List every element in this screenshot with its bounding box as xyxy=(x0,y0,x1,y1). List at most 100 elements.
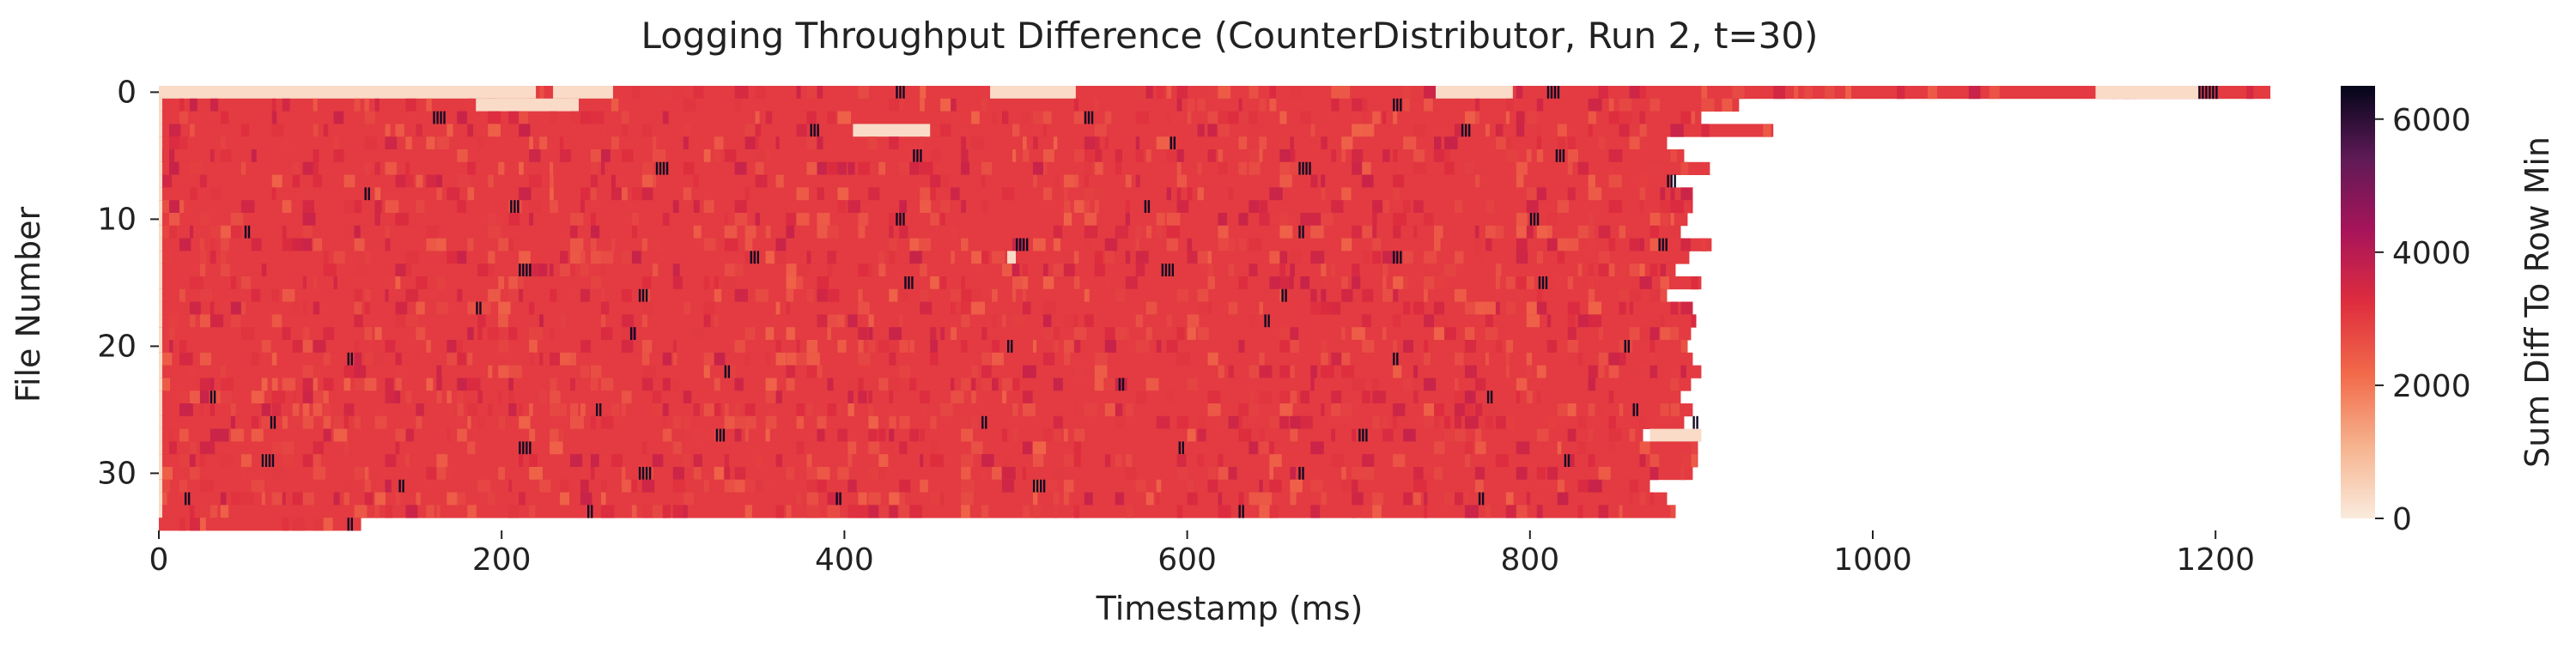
heatmap-cell xyxy=(1269,276,1283,290)
heatmap-cell xyxy=(621,187,628,201)
heatmap-cell xyxy=(1372,415,1381,429)
heatmap-cell xyxy=(806,251,811,264)
heatmap-cell xyxy=(1362,251,1370,264)
heatmap-cell xyxy=(1187,187,1193,201)
heatmap-high-cell xyxy=(1118,378,1121,391)
heatmap-high-cell xyxy=(1670,174,1673,188)
heatmap-cell xyxy=(662,111,669,124)
heatmap-cell xyxy=(755,124,762,137)
heatmap-cell xyxy=(240,327,255,341)
heatmap-cell xyxy=(1372,378,1379,391)
heatmap-cell xyxy=(385,124,391,137)
heatmap-cell xyxy=(662,213,670,227)
heatmap-cell xyxy=(1341,327,1346,341)
heatmap-cell xyxy=(168,149,175,163)
heatmap-cell xyxy=(580,492,592,506)
heatmap-high-cell xyxy=(1182,441,1185,455)
heatmap-row-fill xyxy=(159,174,1671,188)
heatmap-cell xyxy=(683,187,692,201)
heatmap-cell xyxy=(1505,492,1514,506)
heatmap-cell xyxy=(1670,225,1681,239)
heatmap-cell xyxy=(600,314,606,328)
heatmap-cell xyxy=(508,505,519,518)
heatmap-cell xyxy=(981,98,987,112)
heatmap-cell xyxy=(199,441,213,455)
heatmap-cell xyxy=(1022,301,1031,315)
heatmap-cell xyxy=(837,161,847,175)
heatmap-cell xyxy=(519,454,524,468)
heatmap-cell xyxy=(817,314,830,328)
heatmap-cell xyxy=(806,111,817,124)
heatmap-cell xyxy=(1053,378,1063,391)
heatmap-cell xyxy=(220,301,230,315)
heatmap-cell xyxy=(354,518,361,531)
heatmap-cell xyxy=(703,352,718,366)
heatmap-cell xyxy=(693,86,704,100)
heatmap-cell xyxy=(1362,340,1375,354)
heatmap-cell xyxy=(714,352,726,366)
heatmap-cell xyxy=(1598,403,1605,417)
heatmap-cell xyxy=(447,124,453,137)
heatmap-cell xyxy=(693,327,705,341)
heatmap-cell xyxy=(436,174,443,188)
heatmap-cell xyxy=(261,415,271,429)
heatmap-high-cell xyxy=(645,467,648,481)
heatmap-cell xyxy=(1290,467,1296,481)
heatmap-cell xyxy=(1053,238,1061,251)
heatmap-cell xyxy=(611,238,616,251)
heatmap-cell xyxy=(1249,441,1258,455)
heatmap-cell xyxy=(1042,187,1053,201)
heatmap-cell xyxy=(1464,492,1469,506)
heatmap-low-cell xyxy=(990,86,1076,100)
heatmap-cell xyxy=(1094,365,1108,379)
heatmap-cell xyxy=(354,391,361,404)
heatmap-cell xyxy=(1022,403,1036,417)
heatmap-cell xyxy=(1413,492,1421,506)
heatmap-cell xyxy=(230,403,236,417)
heatmap-cell xyxy=(271,352,277,366)
heatmap-cell xyxy=(1063,454,1074,468)
heatmap-cell xyxy=(930,187,936,201)
heatmap-cell xyxy=(199,352,212,366)
x-axis: 0 200 400 600 800 1000 1200 xyxy=(149,530,2255,578)
heatmap-cell xyxy=(189,276,204,290)
heatmap-high-cell xyxy=(1393,352,1395,366)
heatmap-cell xyxy=(1259,441,1269,455)
heatmap-cell xyxy=(961,479,975,493)
heatmap-cell xyxy=(1639,263,1645,277)
heatmap-cell xyxy=(889,340,903,354)
heatmap-cell xyxy=(1567,238,1579,251)
heatmap-cell xyxy=(909,161,920,175)
heatmap-cell xyxy=(672,200,679,214)
heatmap-cell xyxy=(1505,149,1519,163)
heatmap-high-cell xyxy=(522,263,525,277)
heatmap-cell xyxy=(889,391,894,404)
heatmap-cell xyxy=(652,505,666,518)
heatmap-cell xyxy=(251,479,264,493)
heatmap-cell xyxy=(1588,225,1595,239)
heatmap-rows xyxy=(159,86,2271,531)
y-axis-label: File Number xyxy=(9,206,47,403)
heatmap-cell xyxy=(1341,136,1353,150)
heatmap-cell xyxy=(1115,492,1125,506)
heatmap-cell xyxy=(1927,86,1937,100)
heatmap-cell xyxy=(1413,161,1427,175)
heatmap-cell xyxy=(1331,149,1336,163)
heatmap-high-cell xyxy=(1667,174,1669,188)
heatmap-cell xyxy=(457,174,471,188)
heatmap-low-cell xyxy=(159,403,162,417)
heatmap-cell xyxy=(477,263,491,277)
heatmap-cell xyxy=(662,378,671,391)
heatmap-cell xyxy=(1125,288,1130,302)
heatmap-cell xyxy=(271,378,278,391)
heatmap-cell xyxy=(1382,149,1390,163)
heatmap-cell xyxy=(1505,98,1514,112)
heatmap-cell xyxy=(313,378,318,391)
heatmap-cell xyxy=(519,251,531,264)
heatmap-cell xyxy=(447,428,451,442)
heatmap-cell xyxy=(1660,327,1671,341)
heatmap-cell xyxy=(920,263,927,277)
heatmap-high-cell xyxy=(247,225,251,239)
heatmap-cell xyxy=(302,340,313,354)
heatmap-cell xyxy=(951,301,956,315)
